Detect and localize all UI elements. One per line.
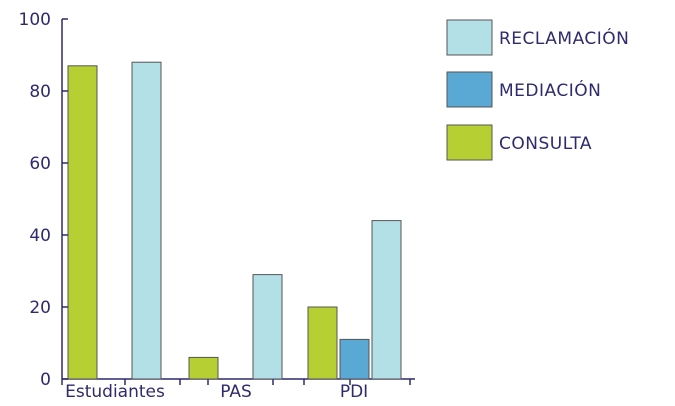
- x-category-label: PAS: [220, 382, 252, 402]
- chart-legend: RECLAMACIÓN MEDIACIÓN CONSULTA: [446, 19, 629, 161]
- legend-label: CONSULTA: [499, 134, 592, 154]
- legend-swatch: [446, 124, 493, 161]
- chart-axes: [61, 19, 415, 385]
- legend-swatch: [446, 71, 493, 108]
- bar-consulta-pdi: [307, 306, 338, 380]
- bar-reclamación-estudiantes: [131, 61, 162, 380]
- bar-reclamación-pdi: [371, 220, 402, 380]
- y-tick-label: 60: [29, 154, 51, 174]
- legend-label: MEDIACIÓN: [499, 79, 601, 101]
- legend-swatch: [446, 19, 493, 56]
- bar-consulta-pas: [188, 356, 219, 380]
- x-category-label: PDI: [340, 382, 368, 402]
- y-tick-label: 20: [29, 298, 51, 318]
- y-tick-label: 40: [29, 226, 51, 246]
- x-axis-labels: Estudiantes PAS PDI: [65, 382, 368, 402]
- legend-label: RECLAMACIÓN: [499, 27, 629, 49]
- y-tick-label: 80: [29, 82, 51, 102]
- chart-bars: [67, 61, 402, 380]
- bar-mediación-pdi: [339, 338, 370, 380]
- y-axis-ticks: 0 20 40 60 80 100: [19, 10, 68, 390]
- y-tick-label: 100: [19, 10, 51, 30]
- y-tick-label: 0: [40, 370, 51, 390]
- bar-consulta-estudiantes: [67, 65, 98, 380]
- x-category-label: Estudiantes: [65, 382, 165, 402]
- bar-reclamación-pas: [252, 274, 283, 380]
